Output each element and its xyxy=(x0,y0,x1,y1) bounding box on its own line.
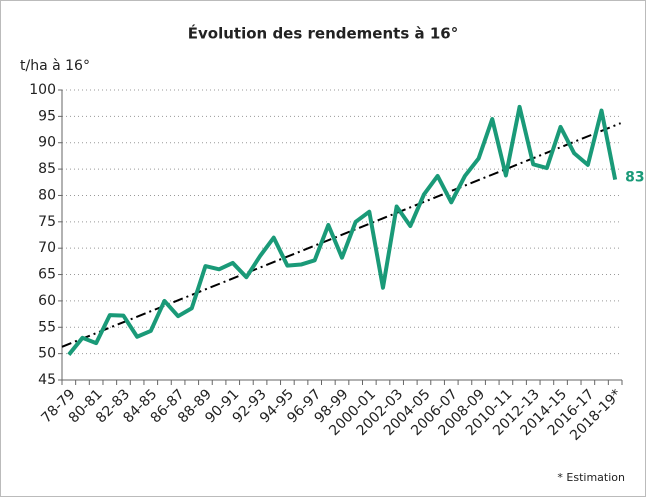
y-tick-label: 50 xyxy=(38,346,56,362)
y-tick-label: 60 xyxy=(38,293,56,309)
y-tick-label: 80 xyxy=(38,187,56,203)
data-line xyxy=(67,104,618,356)
note: * Estimation xyxy=(557,471,625,484)
y-tick-label: 70 xyxy=(38,240,56,256)
y-tick-label: 100 xyxy=(29,82,56,98)
trend-line xyxy=(61,122,622,348)
y-tick-label: 85 xyxy=(38,161,56,177)
chart-title: Évolution des rendements à 16° xyxy=(188,24,458,43)
y-tick-label: 55 xyxy=(38,319,56,335)
y-tick-label: 65 xyxy=(38,267,56,283)
y-tick-label: 75 xyxy=(38,214,56,230)
y-axis-label: t/ha à 16° xyxy=(20,58,90,74)
y-tick-label: 45 xyxy=(38,372,56,388)
data-label: 83 xyxy=(625,170,644,186)
y-tick-label: 90 xyxy=(38,135,56,151)
y-tick-label: 95 xyxy=(38,108,56,124)
